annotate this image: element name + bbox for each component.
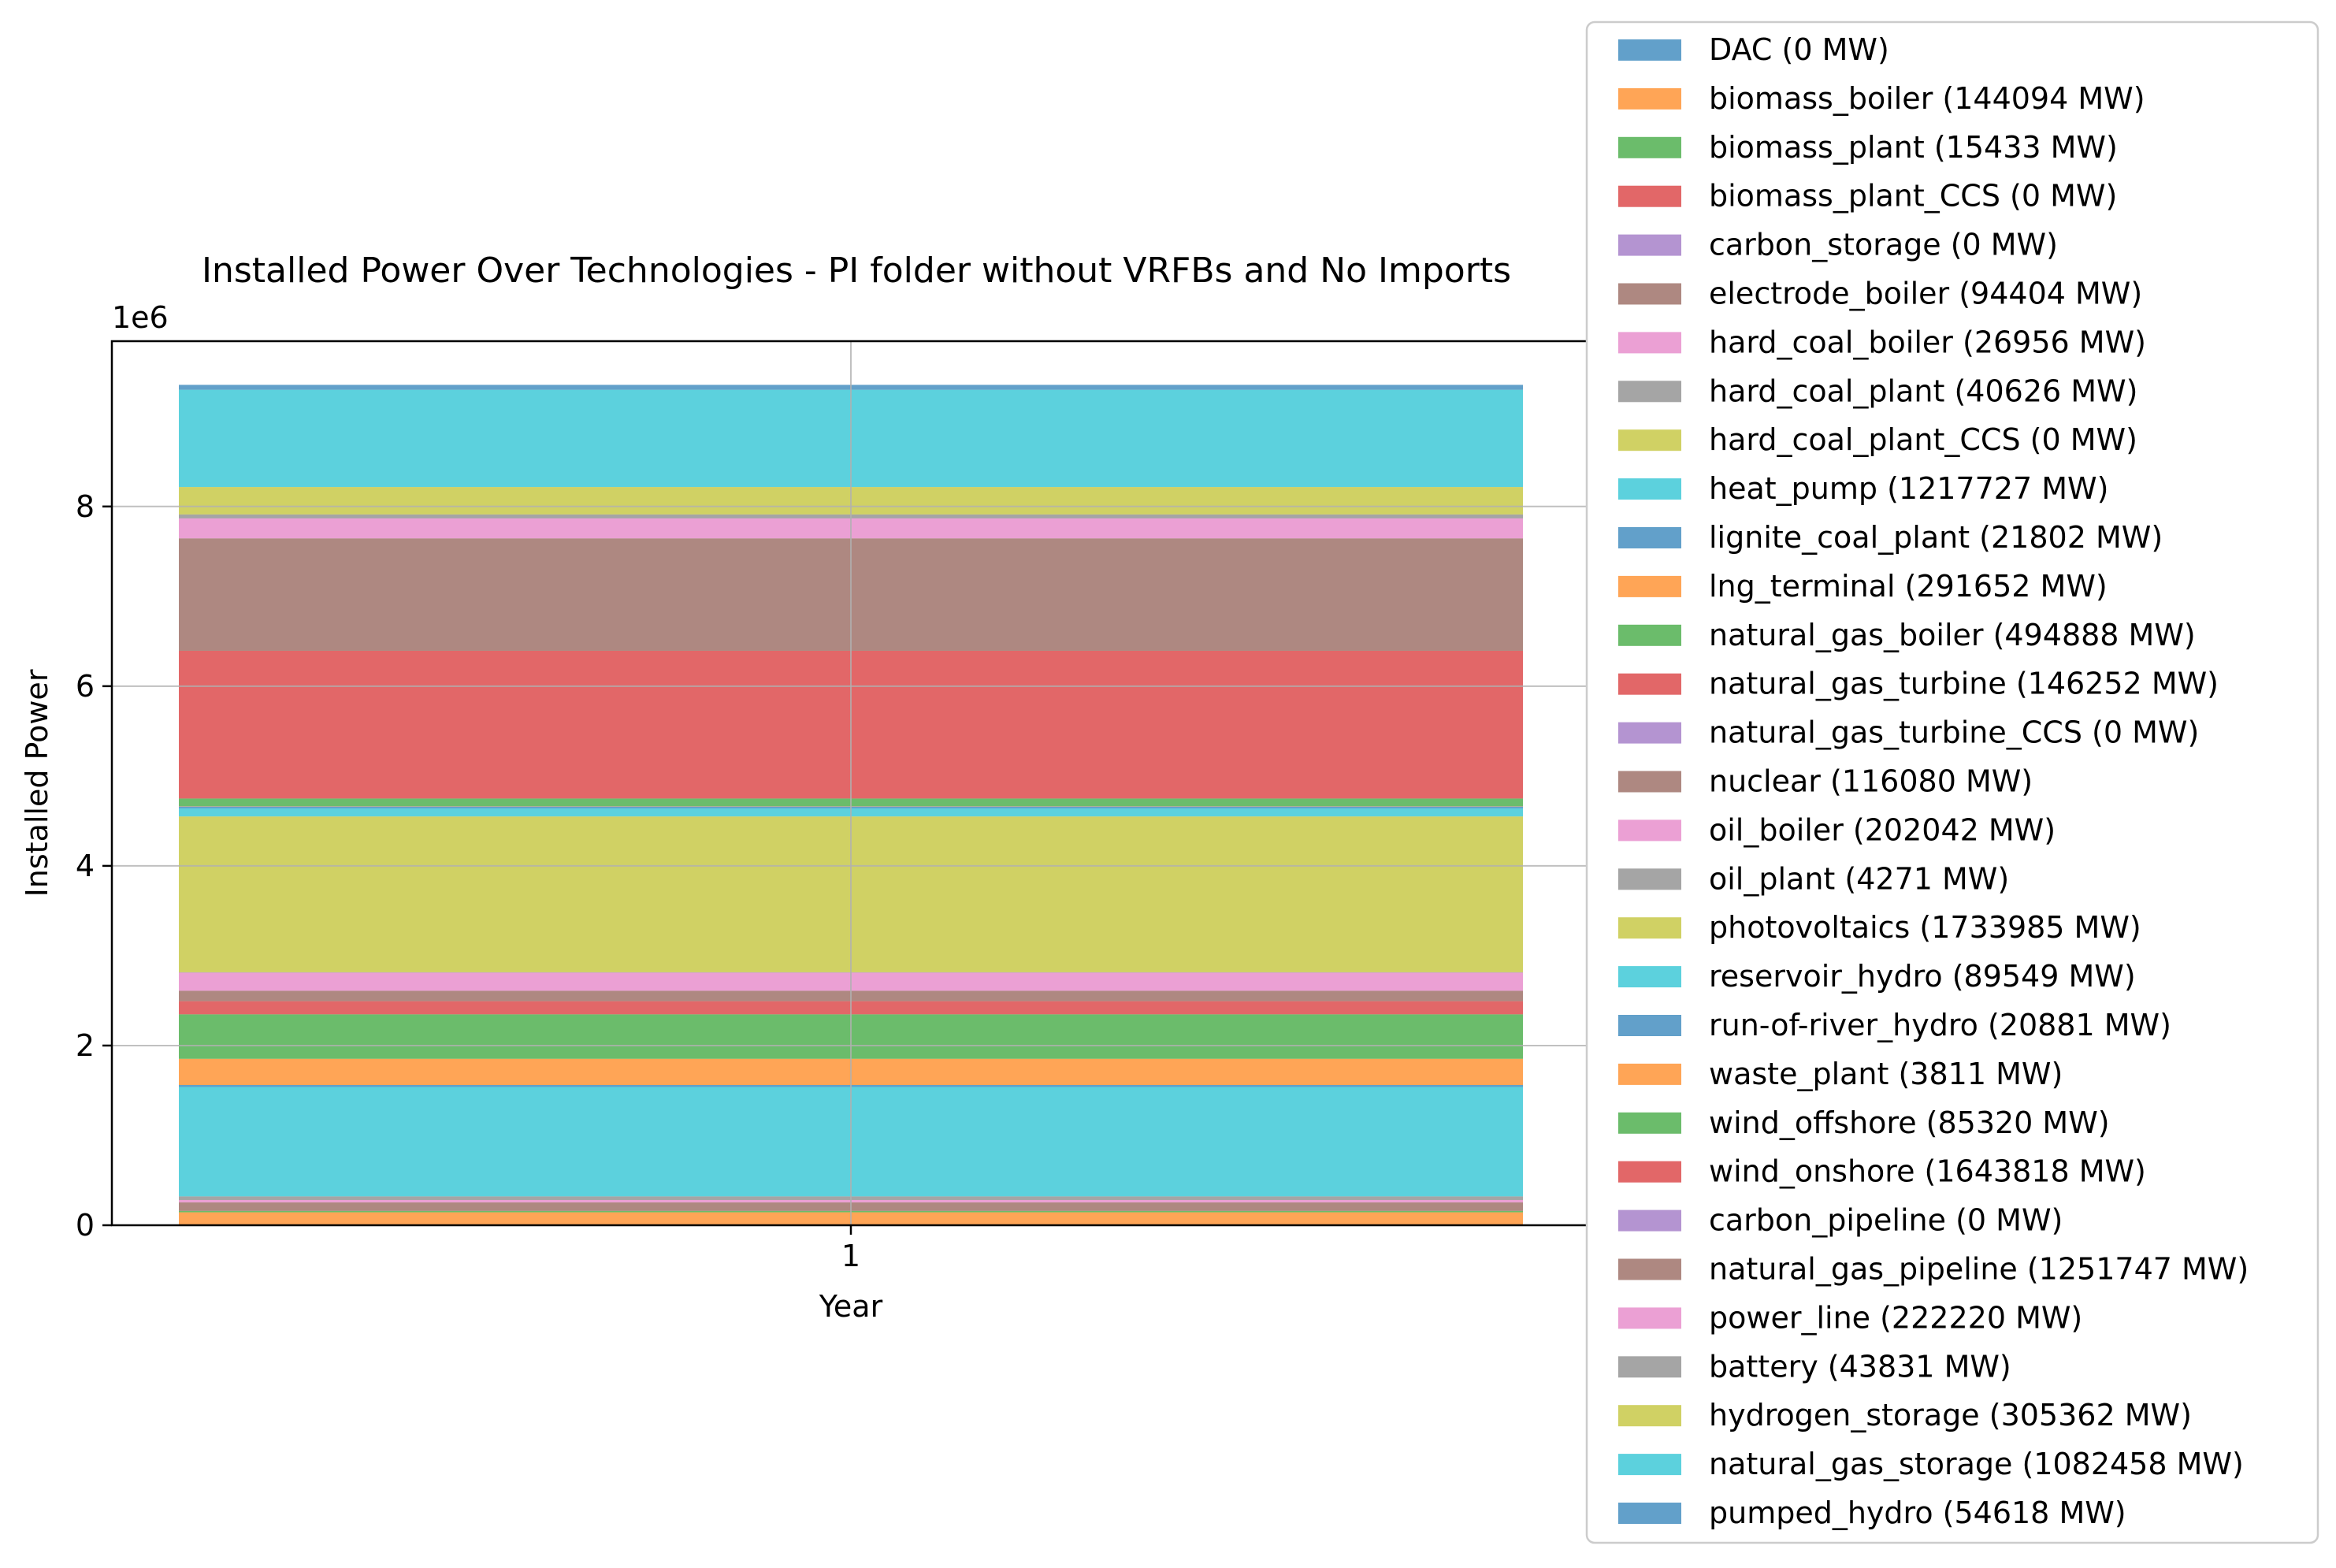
legend-label: carbon_storage (0 MW) xyxy=(1709,228,2058,262)
x-axis-label: Year xyxy=(819,1289,883,1324)
legend-swatch xyxy=(1618,381,1681,402)
legend-label: waste_plant (3811 MW) xyxy=(1709,1057,2063,1091)
legend-label: pumped_hydro (54618 MW) xyxy=(1709,1496,2126,1530)
legend-label: hydrogen_storage (305362 MW) xyxy=(1709,1398,2192,1432)
y-tick-label: 4 xyxy=(76,849,95,883)
x-tick-label: 1 xyxy=(841,1239,860,1273)
legend-swatch xyxy=(1618,1356,1681,1377)
legend-label: heat_pump (1217727 MW) xyxy=(1709,471,2108,506)
legend-swatch xyxy=(1618,235,1681,256)
legend-label: electrode_boiler (94404 MW) xyxy=(1709,277,2142,311)
legend-label: natural_gas_boiler (494888 MW) xyxy=(1709,618,2196,652)
legend-swatch xyxy=(1618,332,1681,353)
legend-swatch xyxy=(1618,137,1681,158)
legend-label: lignite_coal_plant (21802 MW) xyxy=(1709,520,2163,555)
legend-swatch xyxy=(1618,819,1681,841)
legend-swatch xyxy=(1618,39,1681,61)
legend-swatch xyxy=(1618,1307,1681,1328)
y-tick-label: 0 xyxy=(76,1208,95,1243)
legend-label: biomass_plant_CCS (0 MW) xyxy=(1709,179,2117,214)
legend-swatch xyxy=(1618,625,1681,646)
y-axis-label: Installed Power xyxy=(20,669,54,897)
legend-swatch xyxy=(1618,1259,1681,1280)
y-tick-label: 8 xyxy=(76,489,95,524)
legend-label: hard_coal_plant_CCS (0 MW) xyxy=(1709,422,2137,457)
legend-swatch xyxy=(1618,966,1681,987)
legend-label: biomass_plant (15433 MW) xyxy=(1709,130,2118,165)
legend-swatch xyxy=(1618,1210,1681,1232)
legend-label: battery (43831 MW) xyxy=(1709,1349,2011,1384)
y-axis-offset-label: 1e6 xyxy=(112,300,169,335)
legend-label: oil_boiler (202042 MW) xyxy=(1709,812,2056,847)
legend-swatch xyxy=(1618,576,1681,597)
legend-label: natural_gas_turbine (146252 MW) xyxy=(1709,667,2219,701)
legend-label: nuclear (116080 MW) xyxy=(1709,764,2033,799)
legend-swatch xyxy=(1618,1113,1681,1134)
legend-label: hard_coal_boiler (26956 MW) xyxy=(1709,325,2146,359)
legend-label: run-of-river_hydro (20881 MW) xyxy=(1709,1008,2171,1042)
legend-label: wind_onshore (1643818 MW) xyxy=(1709,1154,2146,1189)
legend-swatch xyxy=(1618,1015,1681,1036)
legend-label: reservoir_hydro (89549 MW) xyxy=(1709,959,2136,994)
y-tick-label: 6 xyxy=(76,669,95,704)
legend-swatch xyxy=(1618,478,1681,500)
legend-swatch xyxy=(1618,186,1681,207)
legend-label: power_line (222220 MW) xyxy=(1709,1300,2082,1335)
legend-swatch xyxy=(1618,1405,1681,1426)
legend-label: natural_gas_storage (1082458 MW) xyxy=(1709,1447,2244,1481)
y-tick-label: 2 xyxy=(76,1028,95,1063)
legend-swatch xyxy=(1618,868,1681,890)
legend-label: wind_offshore (85320 MW) xyxy=(1709,1105,2110,1140)
chart-title: Installed Power Over Technologies - PI f… xyxy=(202,251,1511,291)
legend-swatch xyxy=(1618,284,1681,305)
legend-swatch xyxy=(1618,1454,1681,1475)
legend-label: lng_terminal (291652 MW) xyxy=(1709,569,2108,604)
legend-swatch xyxy=(1618,1161,1681,1183)
legend-swatch xyxy=(1618,1064,1681,1085)
legend-swatch xyxy=(1618,771,1681,793)
legend-label: natural_gas_turbine_CCS (0 MW) xyxy=(1709,715,2199,750)
legend-swatch xyxy=(1618,674,1681,695)
legend-swatch xyxy=(1618,917,1681,938)
legend-swatch xyxy=(1618,1503,1681,1524)
legend-swatch xyxy=(1618,723,1681,744)
legend-swatch xyxy=(1618,527,1681,548)
legend-label: carbon_pipeline (0 MW) xyxy=(1709,1203,2063,1238)
legend-swatch xyxy=(1618,429,1681,451)
legend-swatch xyxy=(1618,88,1681,110)
legend-label: natural_gas_pipeline (1251747 MW) xyxy=(1709,1252,2249,1287)
legend-label: oil_plant (4271 MW) xyxy=(1709,861,2009,896)
legend-label: DAC (0 MW) xyxy=(1709,32,1889,67)
legend-label: photovoltaics (1733985 MW) xyxy=(1709,910,2141,945)
legend-label: hard_coal_plant (40626 MW) xyxy=(1709,373,2137,408)
legend-label: biomass_boiler (144094 MW) xyxy=(1709,81,2145,116)
legend: DAC (0 MW) biomass_boiler (144094 MW) biom… xyxy=(1587,22,2318,1543)
